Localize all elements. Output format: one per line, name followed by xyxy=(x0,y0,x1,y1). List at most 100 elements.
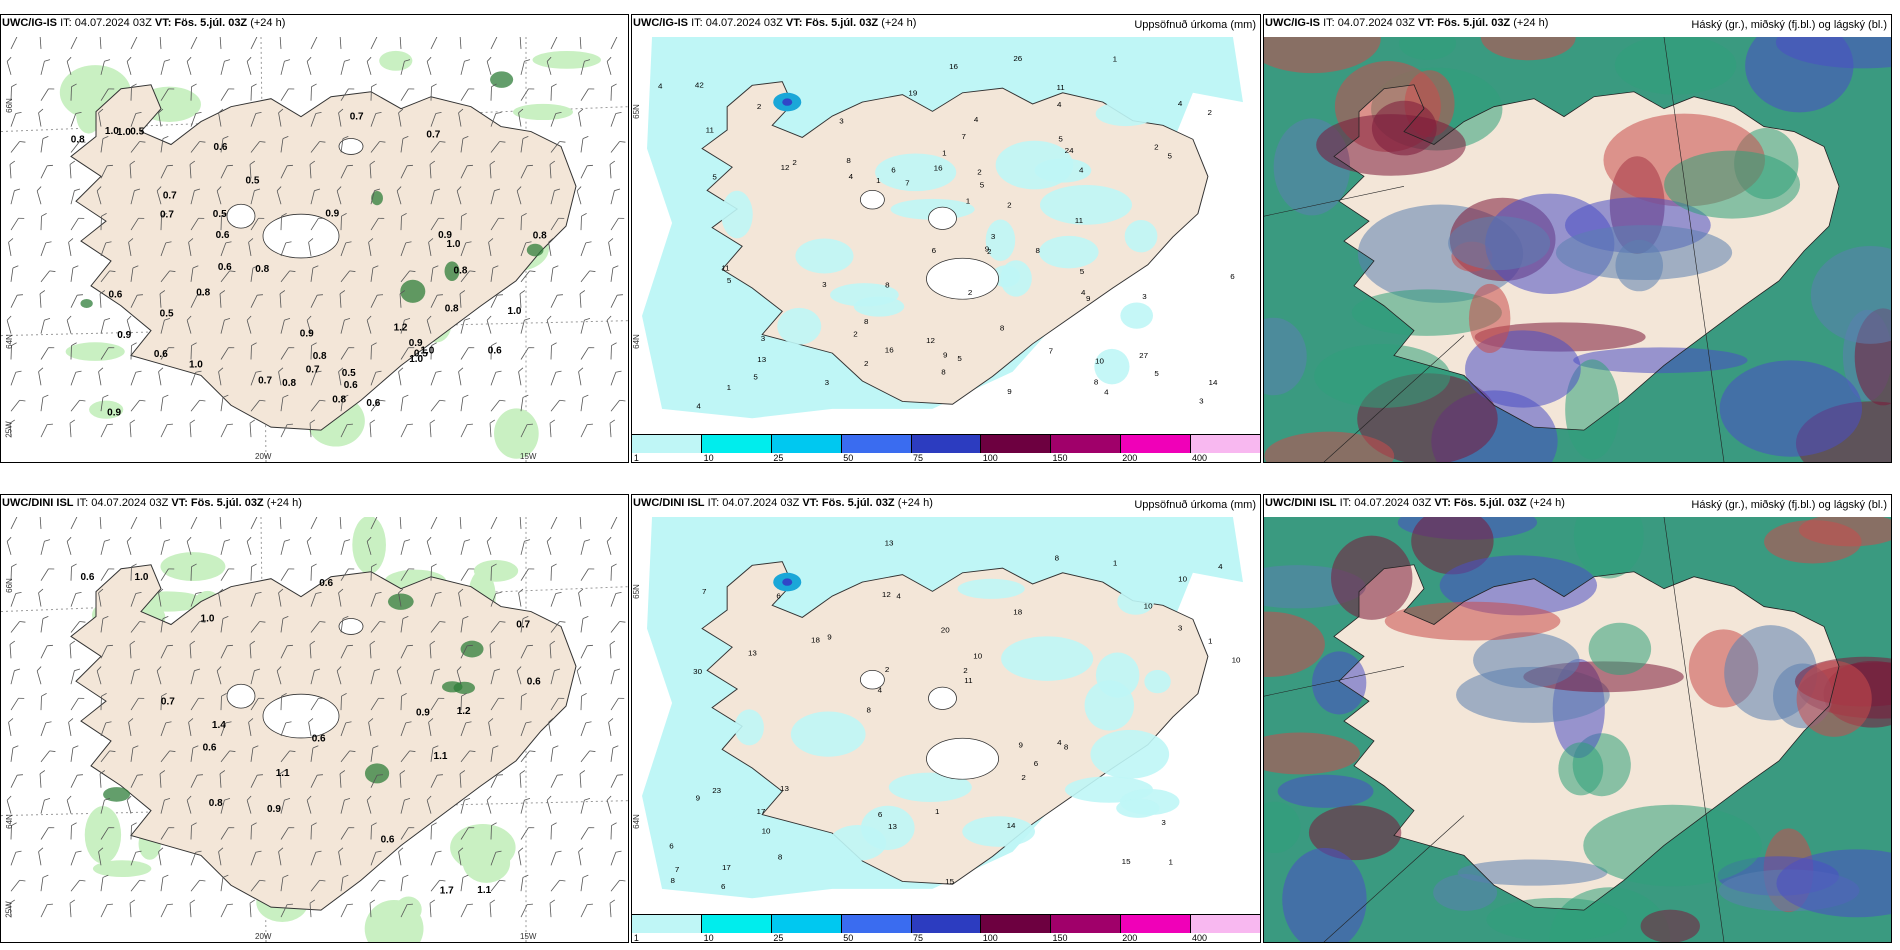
wind-barb xyxy=(516,666,522,685)
wind-barb xyxy=(190,37,198,50)
value-label: 4 xyxy=(696,402,701,411)
value-label: 4 xyxy=(658,82,663,91)
precip-svg: 1332192627111023416167845624588946758584… xyxy=(642,37,1243,419)
wind-barb xyxy=(38,588,44,607)
value-label: 0.8 xyxy=(71,135,85,146)
wind-barb xyxy=(38,367,44,386)
lat-label: 64N xyxy=(631,814,641,829)
value-label: 3 xyxy=(1199,397,1203,406)
wind-barb xyxy=(520,693,527,711)
wind-barb xyxy=(190,774,203,788)
value-label: 15 xyxy=(1122,857,1131,866)
wind-barb xyxy=(610,111,622,127)
wind-barb xyxy=(9,899,16,918)
value-label: 0.5 xyxy=(414,349,428,360)
value-label: 27 xyxy=(1139,351,1148,360)
wind-barb xyxy=(550,591,562,607)
wind-barb xyxy=(309,160,316,179)
wind-barb xyxy=(10,621,26,633)
heavy-rain-core xyxy=(782,578,793,586)
value-label: 5 xyxy=(712,173,716,182)
wind-barb xyxy=(10,294,23,308)
value-label: 4 xyxy=(849,172,854,181)
wind-barb xyxy=(280,59,291,75)
wind-barb xyxy=(220,798,231,814)
wind-barb xyxy=(340,693,347,711)
value-label: 16 xyxy=(934,164,943,173)
value-label: 1.0 xyxy=(117,127,131,138)
rain-patch xyxy=(1116,798,1160,818)
wind-barb xyxy=(340,88,355,101)
rain-patch xyxy=(1144,669,1171,694)
wind-barb xyxy=(460,423,473,438)
value-label: 2 xyxy=(1154,143,1158,152)
wind-barb xyxy=(370,745,379,762)
wind-barb xyxy=(550,370,562,386)
wind-barb xyxy=(399,770,406,788)
lon-label: 15W xyxy=(520,452,537,461)
wind-barb xyxy=(190,370,202,386)
value-label: 11 xyxy=(1056,83,1064,92)
wind-barb xyxy=(40,270,56,283)
wind-barb xyxy=(546,536,552,555)
wind-barb xyxy=(610,517,618,530)
wind-barb xyxy=(396,186,402,205)
wind-barb xyxy=(549,899,556,918)
wind-barb xyxy=(460,721,472,737)
cloud-layer xyxy=(1486,897,1628,942)
colorbar-swatch xyxy=(841,435,912,453)
wind-barb xyxy=(610,217,625,231)
wind-barb xyxy=(488,238,494,257)
wind-barb xyxy=(489,640,496,659)
wind-barb xyxy=(190,879,206,892)
wind-barb xyxy=(520,241,532,257)
wind-barb xyxy=(10,850,22,866)
value-label: 0.8 xyxy=(313,351,327,362)
wind-barb xyxy=(310,621,326,633)
wind-barb xyxy=(606,315,612,334)
rain-patch xyxy=(875,153,957,192)
rain-patch xyxy=(1000,260,1032,297)
wind-barb xyxy=(190,822,197,840)
value-label: 0.8 xyxy=(282,378,296,389)
wind-barb xyxy=(549,640,556,659)
wind-barb xyxy=(580,539,591,555)
colorbar-label: 75 xyxy=(912,933,923,943)
rain-patch xyxy=(1084,680,1134,731)
wind-barb xyxy=(220,88,235,101)
wind-barb xyxy=(490,141,506,153)
wind-barb xyxy=(398,588,404,607)
rain-patch xyxy=(795,238,854,274)
wind-barb xyxy=(519,290,526,308)
wind-barb xyxy=(130,850,142,866)
wind-barb xyxy=(400,827,415,840)
wind-barb xyxy=(186,315,192,334)
wind-barb xyxy=(10,399,26,412)
wind-barb xyxy=(370,342,377,360)
wind-barb xyxy=(70,697,85,711)
panel-title: UWC/DINI ISL IT: 04.07.2024 03Z VT: Fös.… xyxy=(2,497,302,509)
glacier xyxy=(926,257,999,300)
wind-barb xyxy=(459,770,466,788)
rain-patch xyxy=(995,140,1074,190)
wind-barb xyxy=(310,774,323,788)
wind-barb xyxy=(580,394,589,412)
value-label: 0.5 xyxy=(213,209,227,220)
wind-barb xyxy=(280,270,296,283)
colorbar-label: 150 xyxy=(1052,453,1068,463)
panel-dini-wind: UWC/DINI ISL IT: 04.07.2024 03Z VT: Fös.… xyxy=(0,494,629,943)
wind-barb xyxy=(216,666,222,685)
wind-barb xyxy=(100,164,113,179)
precip-core xyxy=(387,593,414,610)
wind-barb xyxy=(520,270,536,283)
wind-barb xyxy=(460,568,475,581)
wind-barb xyxy=(516,186,522,205)
value-label: 26 xyxy=(1013,54,1022,63)
wind-barb xyxy=(400,693,407,711)
value-label: 9 xyxy=(696,794,700,803)
wind-barb xyxy=(610,141,626,153)
wind-barb xyxy=(370,188,381,205)
wind-barb xyxy=(130,83,137,101)
colorbar-swatch xyxy=(981,915,1052,933)
colorbar-swatch xyxy=(771,435,842,453)
